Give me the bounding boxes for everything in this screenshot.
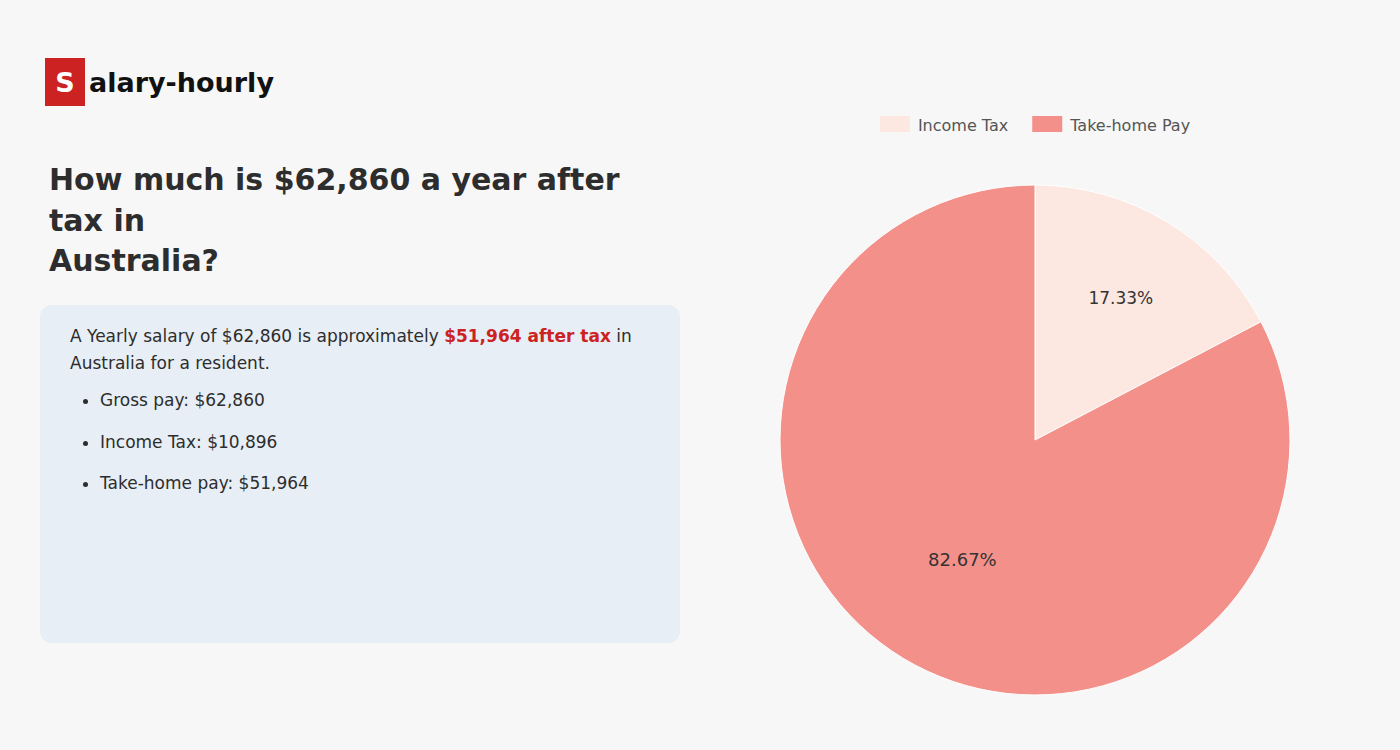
bullet-list: Gross pay: $62,860 Income Tax: $10,896 Tak…	[70, 387, 660, 497]
pie-slices	[780, 185, 1290, 695]
bullet-item: Income Tax: $10,896	[100, 429, 660, 456]
data-label: 82.67%	[928, 549, 997, 570]
description-highlight: $51,964 after tax	[444, 326, 611, 346]
legend-swatch	[1032, 116, 1062, 132]
title: How much is $62,860 a year after tax in …	[49, 160, 679, 282]
description-line: A Yearly salary of $62,860 is approximat…	[70, 323, 660, 350]
legend-item: Income Tax	[880, 116, 1008, 135]
legend-item: Take-home Pay	[1032, 116, 1190, 135]
data-label: 17.33%	[1088, 288, 1153, 308]
description-text: in	[611, 326, 632, 346]
legend-label: Take-home Pay	[1069, 116, 1190, 135]
data-labels: 17.33% 82.67%	[928, 288, 1153, 570]
logo: Salary-hourly	[45, 58, 274, 106]
description: A Yearly salary of $62,860 is approximat…	[70, 323, 660, 377]
pie-slice	[780, 185, 1290, 695]
bullet-item: Take-home pay: $51,964	[100, 470, 660, 497]
legend-swatch	[880, 116, 910, 132]
description-text: Australia for a resident.	[70, 350, 660, 377]
logo-text: alary-hourly	[89, 67, 274, 98]
text-panel: Salary-hourly How much is $62,860 a year …	[0, 0, 700, 750]
pie-chart: 17.33% 82.67% Income Tax Take-home Pay	[690, 0, 1380, 750]
legend-label: Income Tax	[918, 116, 1008, 135]
logo-mark: S	[45, 58, 85, 106]
bullet-item: Gross pay: $62,860	[100, 387, 660, 414]
description-text: A Yearly salary of $62,860 is approximat…	[70, 326, 444, 346]
legend: Income Tax Take-home Pay	[880, 116, 1190, 135]
info-box: A Yearly salary of $62,860 is approximat…	[40, 305, 680, 643]
